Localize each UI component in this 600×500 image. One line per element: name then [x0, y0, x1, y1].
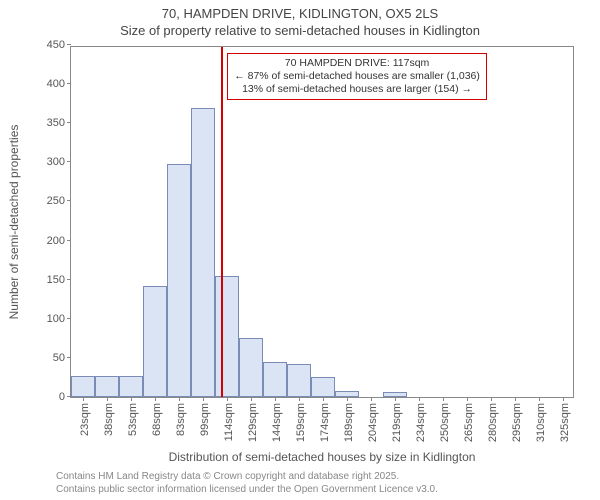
x-tick-mark [323, 397, 324, 401]
histogram-bar [191, 108, 215, 397]
x-tick-mark [179, 397, 180, 401]
y-tick-mark [67, 161, 71, 162]
y-tick-mark [67, 279, 71, 280]
x-tick-mark [515, 397, 516, 401]
x-tick-label: 265sqm [459, 403, 475, 442]
chart-title-line1: 70, HAMPDEN DRIVE, KIDLINGTON, OX5 2LS [0, 6, 600, 21]
x-tick-label: 83sqm [171, 403, 187, 436]
y-tick-mark [67, 357, 71, 358]
y-tick-label: 150 [47, 274, 71, 286]
chart-plot-area: 05010015020025030035040045023sqm38sqm53s… [70, 46, 574, 398]
x-tick-mark [539, 397, 540, 401]
credits-line2: Contains public sector information licen… [56, 483, 438, 496]
x-tick-label: 280sqm [483, 403, 499, 442]
y-tick-mark [67, 44, 71, 45]
x-tick-label: 53sqm [123, 403, 139, 436]
y-tick-label: 400 [47, 78, 71, 90]
y-tick-mark [67, 200, 71, 201]
x-tick-mark [227, 397, 228, 401]
y-tick-label: 350 [47, 117, 71, 129]
x-tick-mark [275, 397, 276, 401]
y-tick-mark [67, 83, 71, 84]
x-tick-label: 310sqm [531, 403, 547, 442]
chart-title-block: 70, HAMPDEN DRIVE, KIDLINGTON, OX5 2LS S… [0, 6, 600, 38]
x-tick-mark [491, 397, 492, 401]
y-axis-label: Number of semi-detached properties [7, 125, 21, 320]
x-tick-mark [395, 397, 396, 401]
x-axis-label: Distribution of semi-detached houses by … [70, 450, 574, 464]
x-tick-mark [371, 397, 372, 401]
callout-line: 13% of semi-detached houses are larger (… [234, 83, 480, 96]
x-tick-label: 38sqm [99, 403, 115, 436]
y-tick-label: 200 [47, 235, 71, 247]
y-tick-mark [67, 122, 71, 123]
y-tick-label: 300 [47, 156, 71, 168]
y-tick-label: 0 [59, 391, 71, 403]
x-tick-mark [203, 397, 204, 401]
x-tick-mark [83, 397, 84, 401]
histogram-bar [119, 376, 143, 397]
x-tick-mark [467, 397, 468, 401]
x-tick-label: 250sqm [435, 403, 451, 442]
x-tick-label: 204sqm [363, 403, 379, 442]
x-tick-label: 189sqm [339, 403, 355, 442]
histogram-bar [95, 376, 119, 397]
x-tick-label: 174sqm [315, 403, 331, 442]
x-tick-mark [443, 397, 444, 401]
x-tick-mark [155, 397, 156, 401]
reference-callout: 70 HAMPDEN DRIVE: 117sqm← 87% of semi-de… [227, 53, 487, 100]
histogram-bar [71, 376, 95, 397]
x-tick-mark [419, 397, 420, 401]
y-tick-mark [67, 240, 71, 241]
x-tick-label: 234sqm [411, 403, 427, 442]
histogram-bar [167, 164, 191, 397]
x-tick-mark [347, 397, 348, 401]
callout-line: 70 HAMPDEN DRIVE: 117sqm [234, 57, 480, 70]
x-tick-label: 295sqm [507, 403, 523, 442]
x-tick-label: 159sqm [291, 403, 307, 442]
x-tick-label: 99sqm [195, 403, 211, 436]
callout-line: ← 87% of semi-detached houses are smalle… [234, 70, 480, 83]
x-tick-label: 114sqm [219, 403, 235, 441]
y-tick-label: 100 [47, 313, 71, 325]
y-tick-label: 450 [47, 39, 71, 51]
x-tick-mark [251, 397, 252, 401]
y-tick-mark [67, 318, 71, 319]
credits-line1: Contains HM Land Registry data © Crown c… [56, 470, 438, 483]
x-tick-label: 219sqm [387, 403, 403, 442]
histogram-bar [311, 377, 335, 397]
x-tick-label: 144sqm [267, 403, 283, 442]
histogram-bar [143, 286, 167, 397]
x-tick-mark [563, 397, 564, 401]
x-tick-mark [131, 397, 132, 401]
x-tick-label: 23sqm [75, 403, 91, 436]
x-tick-label: 325sqm [555, 403, 571, 442]
x-tick-mark [107, 397, 108, 401]
y-tick-label: 50 [53, 352, 71, 364]
chart-credits: Contains HM Land Registry data © Crown c… [56, 470, 438, 496]
y-tick-label: 250 [47, 195, 71, 207]
x-tick-mark [299, 397, 300, 401]
reference-line [221, 47, 223, 397]
histogram-bar [239, 338, 263, 397]
chart-title-line2: Size of property relative to semi-detach… [0, 23, 600, 38]
histogram-bar [215, 276, 239, 397]
histogram-bar [263, 362, 287, 397]
x-tick-label: 68sqm [147, 403, 163, 436]
histogram-bar [287, 364, 311, 397]
x-tick-label: 129sqm [243, 403, 259, 442]
